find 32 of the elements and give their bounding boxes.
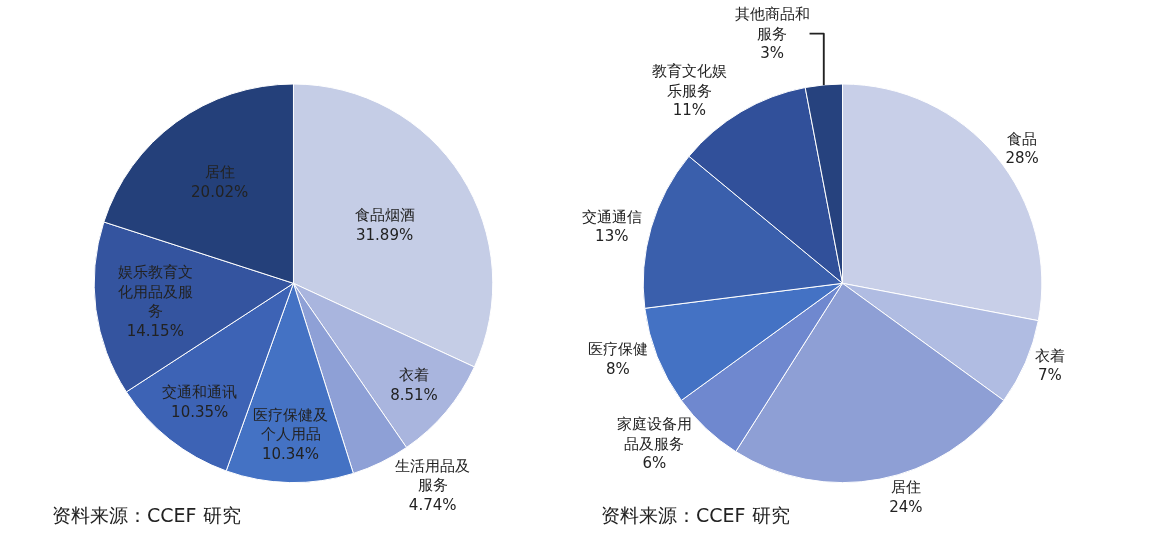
slice-label: 生活用品及服务 <box>395 456 471 495</box>
data-label: 10.34% <box>261 444 320 463</box>
text: 资料来源：CCEF 研究 <box>601 504 790 526</box>
data-label: 11% <box>672 101 706 120</box>
slice-label: 居住 <box>890 478 921 497</box>
slice-label: 衣着 <box>399 366 430 385</box>
data-label: 6% <box>642 454 667 473</box>
data-label: 10.35% <box>171 402 229 421</box>
data-label: 7% <box>1037 366 1062 385</box>
data-label: 28% <box>1005 149 1039 168</box>
slice-label: 医疗保健 <box>587 340 648 359</box>
slice-label: 食品 <box>1007 129 1038 148</box>
slice-label: 居住 <box>204 163 235 182</box>
slice-label: 交通通信 <box>581 207 642 226</box>
slice-label: 娱乐教育文化用品及服务 <box>117 263 193 321</box>
slice-label: 教育文化娱乐服务 <box>651 62 727 100</box>
data-label: 8.51% <box>390 385 438 404</box>
data-label: 8% <box>605 359 630 378</box>
slice-label: 家庭设备用品及服务 <box>616 415 692 453</box>
slice-label: 医疗保健及个人用品 <box>253 405 329 444</box>
slice-label: 交通和通讯 <box>162 383 238 402</box>
slice-label: 食品烟酒 <box>354 206 415 225</box>
data-label: 14.15% <box>126 321 184 340</box>
data-label: 20.02% <box>191 182 249 201</box>
slice-label: 其他商品和服务 <box>734 5 810 43</box>
data-label: 31.89% <box>356 225 414 244</box>
slice-label: 衣着 <box>1034 346 1065 365</box>
data-label: 4.74% <box>408 495 457 514</box>
data-label: 3% <box>760 44 784 63</box>
data-label: 13% <box>595 227 629 245</box>
data-label: 24% <box>889 497 923 516</box>
text: 资料来源：CCEF 研究 <box>52 504 241 526</box>
